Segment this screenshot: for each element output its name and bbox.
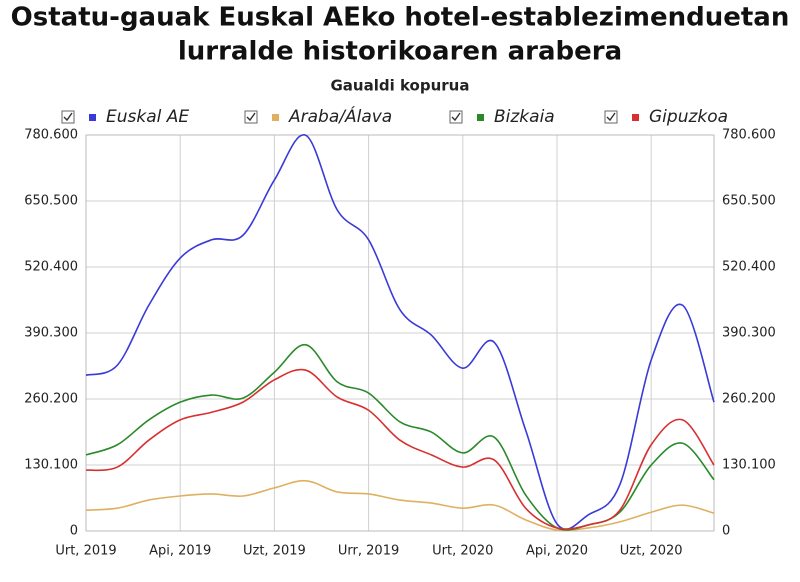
legend-checkbox[interactable] <box>449 110 463 124</box>
y2-tick-label: 520.400 <box>722 260 776 275</box>
legend-checkbox[interactable] <box>604 110 618 124</box>
y-tick-label: 780.600 <box>24 128 78 143</box>
y-tick-label: 130.100 <box>24 458 78 473</box>
legend-check <box>606 112 616 122</box>
y-tick-label: 0 <box>70 524 78 539</box>
plot-border <box>85 134 715 532</box>
legend-label: Bizkaia <box>494 107 555 127</box>
x-tick-label: Api, 2020 <box>526 544 588 559</box>
y-tick-label: 520.400 <box>24 260 78 275</box>
legend-swatch <box>632 114 639 121</box>
legend-checkbox[interactable] <box>244 110 258 124</box>
y-tick-label: 260.200 <box>24 392 78 407</box>
series-line <box>85 134 715 531</box>
legend-label: Araba/Álava <box>288 105 392 127</box>
chart-title: lurralde historikoaren arabera <box>178 37 622 67</box>
x-tick-label: Urt, 2020 <box>432 544 493 559</box>
y2-tick-label: 130.100 <box>722 458 776 473</box>
legend-swatch <box>477 114 484 121</box>
y2-tick-label: 650.500 <box>722 194 776 209</box>
legend-check <box>63 112 73 122</box>
x-tick-label: Api, 2019 <box>149 544 211 559</box>
y2-tick-label: 260.200 <box>722 392 776 407</box>
y-tick-label: 650.500 <box>24 194 78 209</box>
y2-tick-label: 0 <box>722 524 730 539</box>
x-tick-label: Uzt, 2019 <box>243 544 306 559</box>
legend-label: Gipuzkoa <box>649 107 728 127</box>
y2-tick-label: 390.300 <box>722 326 776 341</box>
legend-swatch <box>272 114 279 121</box>
chart-subtitle: Gaualdi kopurua <box>331 77 470 95</box>
legend-checkbox[interactable] <box>61 110 75 124</box>
legend-check <box>246 112 256 122</box>
y2-tick-label: 780.600 <box>722 128 776 143</box>
x-tick-label: Urt, 2019 <box>55 544 116 559</box>
legend-check <box>451 112 461 122</box>
x-tick-label: Urr, 2019 <box>338 544 399 559</box>
legend-swatch <box>89 114 96 121</box>
series-line <box>85 368 715 530</box>
chart-title: Ostatu-gauak Euskal AEko hotel-establezi… <box>11 3 790 33</box>
x-tick-label: Uzt, 2020 <box>620 544 683 559</box>
y-tick-label: 390.300 <box>24 326 78 341</box>
legend-label: Euskal AE <box>106 107 189 127</box>
series-line <box>85 479 715 532</box>
